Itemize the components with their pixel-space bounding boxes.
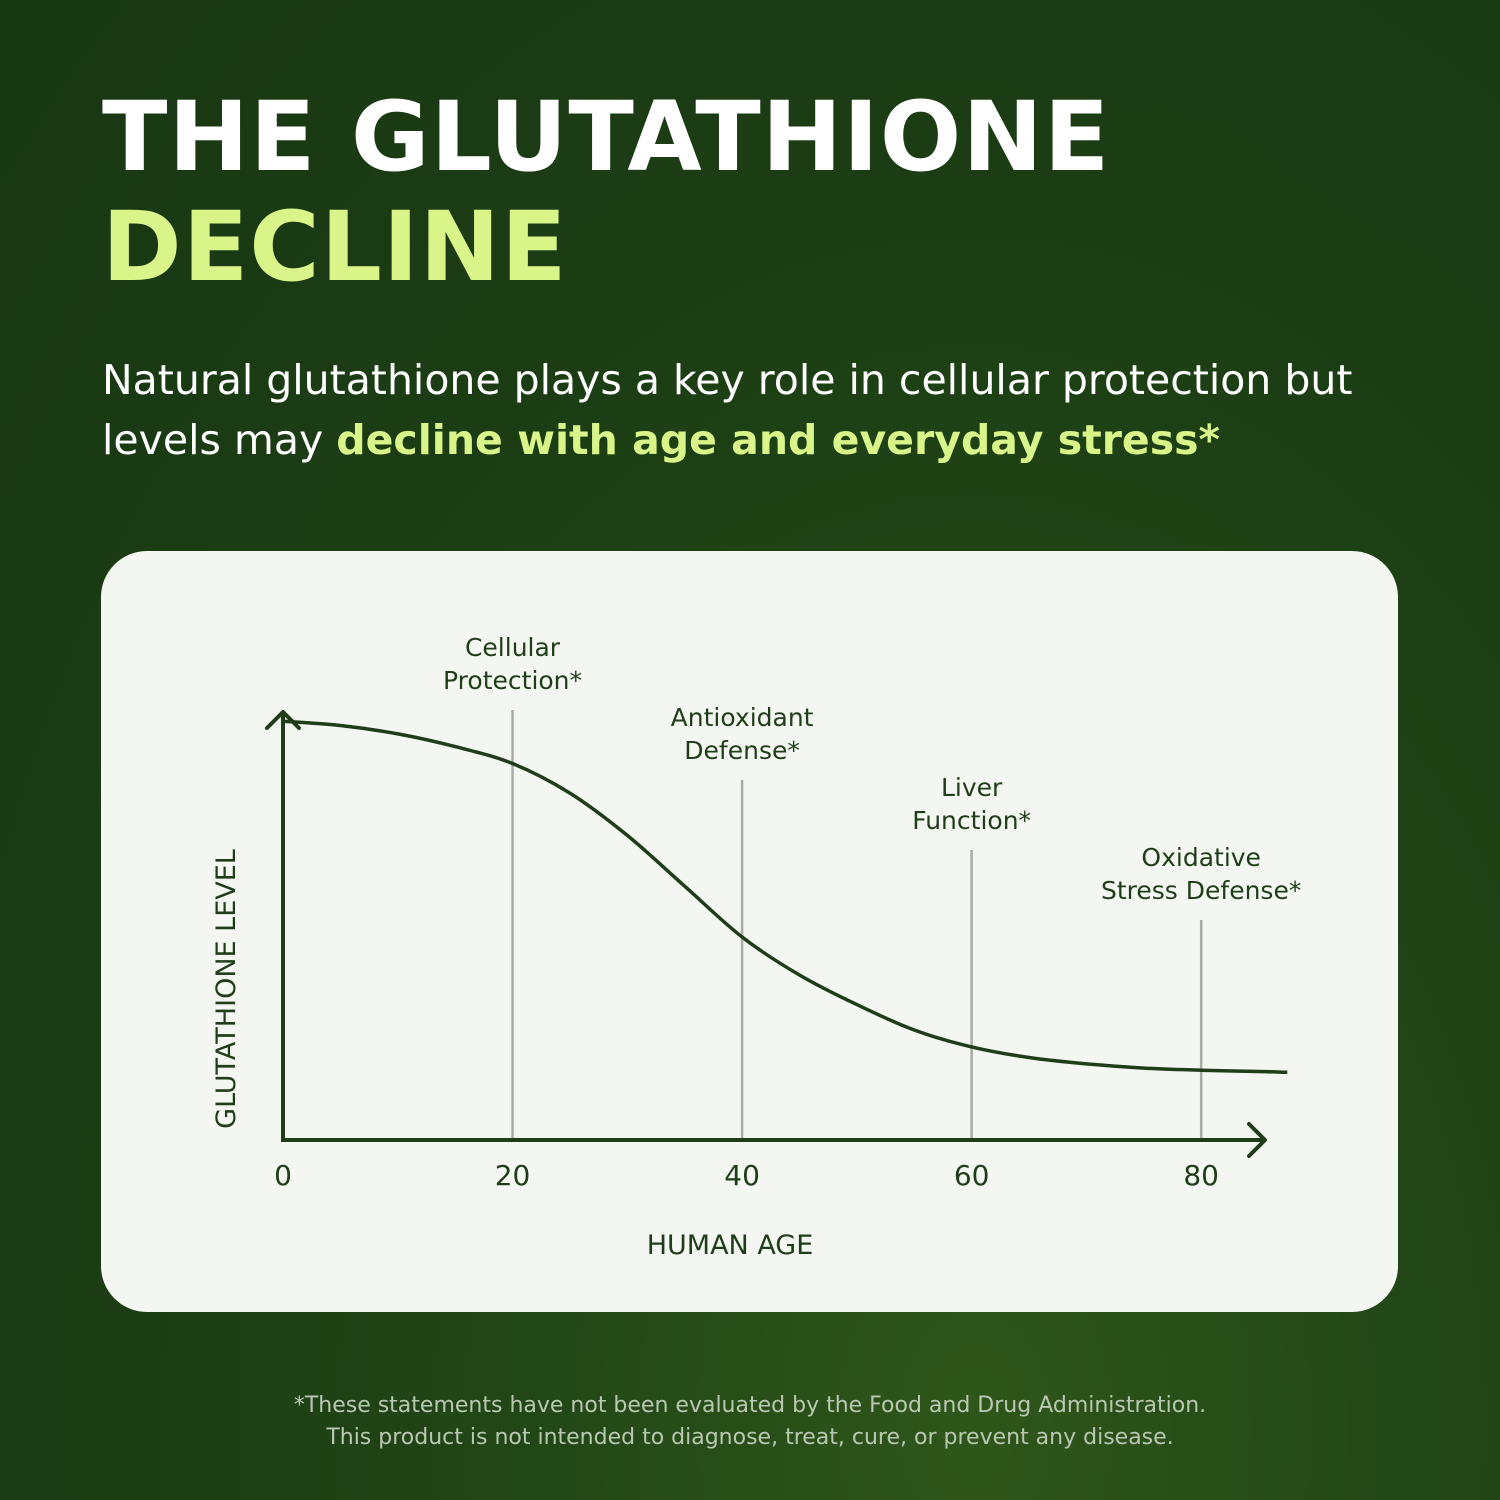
glutathione-chart: 0 20 40 60 80 Cellular Protection* Antioxidant… bbox=[211, 633, 1301, 1261]
x-tick-label: 40 bbox=[724, 1159, 760, 1192]
x-tick-label: 80 bbox=[1183, 1159, 1219, 1192]
annotation-label: Liver bbox=[941, 773, 1003, 802]
subtitle: Natural glutathione plays a key role in … bbox=[102, 350, 1402, 470]
y-axis-label: GLUTATHIONE LEVEL bbox=[211, 849, 242, 1129]
annotation-label: Stress Defense* bbox=[1101, 876, 1301, 905]
x-tick-label: 0 bbox=[274, 1159, 292, 1192]
annotation-label: Function* bbox=[912, 806, 1031, 835]
title-line-2: DECLINE bbox=[102, 191, 568, 303]
y-axis-arrowhead bbox=[265, 710, 301, 730]
annotation-label: Defense* bbox=[684, 736, 800, 765]
x-tick-label: 20 bbox=[495, 1159, 531, 1192]
decline-curve bbox=[282, 719, 1288, 1075]
annotation-label: Cellular bbox=[465, 633, 561, 662]
title-line-1: THE GLUTATHIONE bbox=[102, 81, 1111, 193]
annotation-label: Antioxidant bbox=[671, 703, 814, 732]
subtitle-text: Natural glutathione plays a key role in … bbox=[102, 356, 1353, 464]
x-axis-arrowhead bbox=[1247, 1122, 1267, 1158]
x-tick-label: 60 bbox=[954, 1159, 990, 1192]
annotation-label: Oxidative bbox=[1141, 843, 1261, 872]
disclaimer-line-1: *These statements have not been evaluate… bbox=[293, 1393, 1207, 1418]
disclaimer: *These statements have not been evaluate… bbox=[0, 1390, 1500, 1454]
x-axis-label: HUMAN AGE bbox=[647, 1230, 814, 1261]
annotation-label: Protection* bbox=[443, 666, 582, 695]
disclaimer-line-2: This product is not intended to diagnose… bbox=[326, 1425, 1174, 1450]
chart-card: 0 20 40 60 80 Cellular Protection* Antioxidant… bbox=[101, 551, 1398, 1312]
page-title: THE GLUTATHIONE DECLINE bbox=[102, 82, 1110, 302]
subtitle-highlight: decline with age and everyday stress* bbox=[336, 416, 1220, 464]
